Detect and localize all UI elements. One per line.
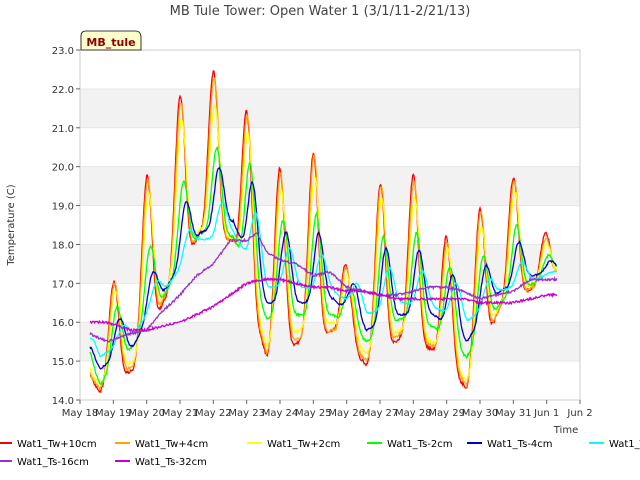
x-tick-label: May 28	[395, 408, 432, 419]
y-tick-label: 22.0	[52, 85, 74, 96]
y-tick-label: 15.0	[52, 357, 74, 368]
x-axis-title: Time	[553, 425, 578, 436]
legend-label: Wat1_Tw+2cm	[267, 439, 340, 450]
series-line	[89, 276, 558, 333]
y-tick-label: 18.0	[52, 240, 74, 251]
y-axis-title: Temperature (C)	[6, 184, 17, 266]
y-tick-label: 21.0	[52, 124, 74, 135]
plot-area	[89, 70, 558, 394]
x-tick-label: May 30	[462, 408, 499, 419]
series-line	[89, 103, 558, 387]
grid-band	[80, 50, 580, 89]
x-tick-label: May 20	[128, 408, 165, 419]
grid-band	[80, 127, 580, 167]
chart-title: MB Tule Tower: Open Water 1 (3/1/11-2/21…	[170, 4, 471, 19]
legend-label: Wat1_Tw+10cm	[17, 439, 97, 450]
x-tick-label: May 21	[162, 408, 199, 419]
y-tick-label: 20.0	[52, 163, 74, 174]
legend-label: Wat1_Ts-16cm	[17, 457, 89, 468]
x-tick-label: May 29	[428, 408, 465, 419]
badge-label: MB_tule	[86, 36, 135, 49]
x-tick-label: May 26	[328, 408, 365, 419]
x-tick-label: May 25	[295, 408, 332, 419]
grid-band	[80, 205, 580, 245]
x-tick-label: May 22	[195, 408, 232, 419]
x-tick-label: Jun 1	[533, 408, 559, 419]
legend-label: Wat1_Tw+4cm	[135, 439, 208, 450]
x-tick-label: May 23	[228, 408, 265, 419]
x-tick-label: May 24	[262, 408, 299, 419]
series-line	[89, 232, 558, 343]
y-tick-label: 14.0	[52, 396, 74, 407]
series-line	[89, 200, 558, 358]
y-tick-label: 23.0	[52, 46, 74, 57]
badge-box	[80, 30, 142, 51]
legend-label: Wat1_Ts-4cm	[487, 439, 553, 450]
legend-label: Wat1_Ts-8cm	[609, 439, 640, 450]
legend-label: Wat1_Ts-32cm	[135, 457, 207, 468]
grid-band	[80, 244, 580, 284]
grid-band	[80, 322, 580, 362]
y-tick-label: 19.0	[52, 202, 74, 213]
grid-band	[80, 88, 580, 128]
x-tick-label: May 27	[362, 408, 399, 419]
series-line	[89, 76, 557, 391]
grid-bands	[80, 50, 580, 401]
site-badge: MB_tule	[80, 30, 142, 51]
legend: Wat1_Tw+10cm Wat1_Tw+4cm Wat1_Tw+2cm Wat1_T…	[0, 439, 640, 468]
y-tick-label: 17.0	[52, 279, 74, 290]
plot-frame	[79, 49, 581, 401]
legend-label: Wat1_Ts-2cm	[387, 439, 453, 450]
x-tick-label: Jun 2	[566, 408, 592, 419]
x-tick-label: May 19	[95, 408, 132, 419]
grid-band	[80, 166, 580, 206]
series-line	[89, 146, 557, 386]
y-tick-label: 16.0	[52, 318, 74, 329]
x-tick-label: May 18	[62, 408, 99, 419]
grid-band	[80, 361, 580, 400]
x-tick-label: May 31	[495, 408, 532, 419]
y-axis-ticks: 14.0 15.0 16.0 17.0 18.0 19.0 20.0 21.0 22.0 23.0	[52, 46, 80, 407]
